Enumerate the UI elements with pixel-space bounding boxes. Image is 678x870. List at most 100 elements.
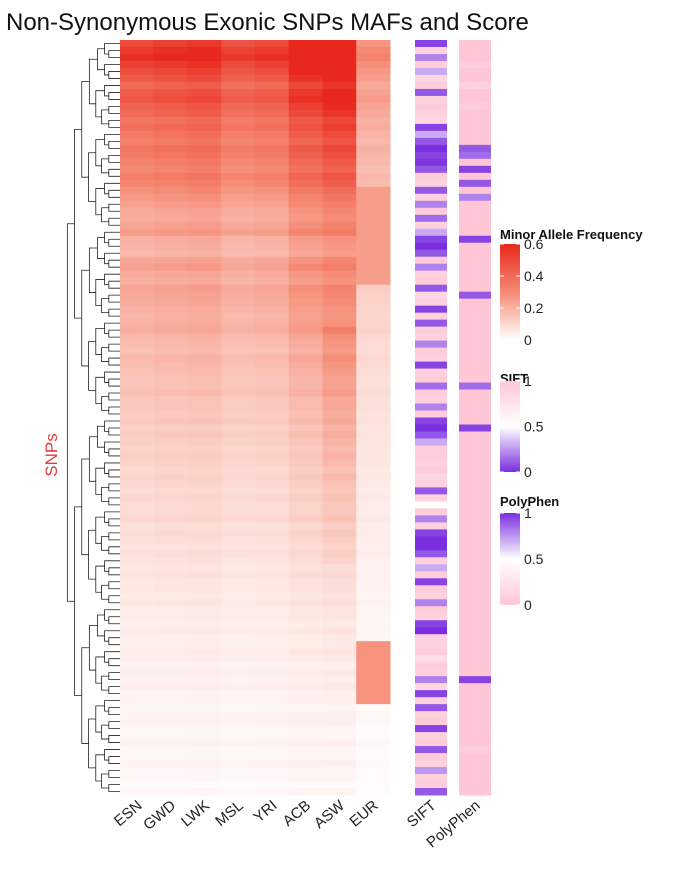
maf-cell xyxy=(120,200,155,209)
maf-cell xyxy=(120,235,155,244)
maf-cell xyxy=(187,739,222,747)
maf-cell xyxy=(221,172,256,181)
maf-cell xyxy=(120,424,155,432)
maf-cell xyxy=(221,249,256,258)
maf-cell xyxy=(221,158,256,167)
legend-tick-label: 0.5 xyxy=(524,551,544,567)
polyphen-cell xyxy=(459,641,491,649)
maf-cell xyxy=(255,123,290,132)
maf-cell xyxy=(255,298,290,307)
dendrogram-branch xyxy=(108,357,120,366)
maf-cell xyxy=(255,207,290,216)
maf-cell xyxy=(288,459,323,467)
maf-cell xyxy=(288,298,323,307)
maf-cell xyxy=(356,781,391,789)
maf-cell xyxy=(153,396,188,405)
maf-cell xyxy=(187,417,222,425)
maf-cell xyxy=(356,564,391,572)
maf-cell xyxy=(120,116,155,125)
dendrogram-branch xyxy=(88,436,98,482)
sift-cell xyxy=(415,40,447,48)
maf-cell xyxy=(187,284,222,293)
legend-tick-label: 0 xyxy=(524,464,532,480)
maf-cell xyxy=(221,186,256,195)
sift-cell xyxy=(415,193,447,202)
maf-cell xyxy=(153,228,188,237)
maf-cell xyxy=(187,627,222,635)
maf-cell xyxy=(356,137,391,146)
maf-cell xyxy=(120,95,155,104)
maf-cell xyxy=(356,641,391,649)
maf-cell xyxy=(120,88,155,97)
maf-cell xyxy=(356,277,391,286)
maf-cell xyxy=(221,452,256,460)
sift-cell xyxy=(415,529,447,537)
sift-cell xyxy=(415,599,447,607)
dendrogram-branch xyxy=(101,109,109,125)
maf-cell xyxy=(187,410,222,418)
maf-cell xyxy=(120,543,155,551)
maf-cell xyxy=(153,368,188,377)
maf-cell xyxy=(120,690,155,698)
polyphen-cell xyxy=(459,123,491,132)
dendrogram-branch xyxy=(108,672,120,681)
maf-cell xyxy=(356,263,391,272)
maf-cell xyxy=(288,655,323,663)
maf-cell xyxy=(120,214,155,223)
maf-cell xyxy=(153,487,188,495)
maf-cell xyxy=(356,529,391,537)
maf-cell xyxy=(153,186,188,195)
maf-cell xyxy=(356,312,391,321)
maf-cell xyxy=(322,60,357,69)
dendrogram-branch xyxy=(101,396,109,411)
maf-cell xyxy=(221,214,256,223)
maf-cell xyxy=(288,368,323,377)
sift-cell xyxy=(415,564,447,572)
maf-cell xyxy=(255,655,290,663)
maf-cell xyxy=(322,88,357,97)
maf-cell xyxy=(288,452,323,460)
maf-cell xyxy=(255,641,290,649)
maf-cell xyxy=(221,655,256,663)
dendrogram-branch xyxy=(108,106,120,114)
maf-cell xyxy=(255,690,290,698)
maf-cell xyxy=(120,221,155,230)
maf-cell xyxy=(356,382,391,391)
maf-cell xyxy=(322,200,357,209)
sift-cell xyxy=(415,60,447,69)
dendrogram-branch xyxy=(101,535,109,551)
maf-cell xyxy=(288,305,323,314)
polyphen-cell xyxy=(459,487,491,495)
maf-cell xyxy=(288,529,323,537)
maf-cell xyxy=(255,473,290,481)
dendrogram-branch xyxy=(74,506,82,696)
sift-cell xyxy=(415,263,447,272)
maf-cell xyxy=(187,557,222,565)
polyphen-cell xyxy=(459,221,491,230)
dendrogram-branch xyxy=(104,252,120,265)
maf-cell xyxy=(120,53,155,62)
maf-cell xyxy=(221,557,256,565)
maf-cell xyxy=(356,627,391,635)
dendrogram-branch xyxy=(101,724,109,740)
maf-cell xyxy=(187,60,222,69)
maf-cell xyxy=(187,354,222,363)
maf-cell xyxy=(288,214,323,223)
polyphen-cell xyxy=(459,137,491,146)
maf-cell xyxy=(356,445,391,453)
dendrogram-branch xyxy=(95,279,105,307)
sift-cell xyxy=(415,53,447,62)
sift-cell xyxy=(415,655,447,663)
maf-cell xyxy=(187,81,222,90)
sift-cell xyxy=(415,312,447,321)
dendrogram-branch xyxy=(108,343,120,352)
polyphen-cell xyxy=(459,151,491,160)
maf-cell xyxy=(356,172,391,181)
dendrogram-branch xyxy=(108,581,120,590)
maf-cell xyxy=(221,592,256,600)
maf-cell xyxy=(187,788,222,796)
polyphen-cell xyxy=(459,298,491,307)
maf-cell xyxy=(288,494,323,502)
legend-tick-label: 0.6 xyxy=(524,236,544,252)
maf-cell xyxy=(221,417,256,425)
